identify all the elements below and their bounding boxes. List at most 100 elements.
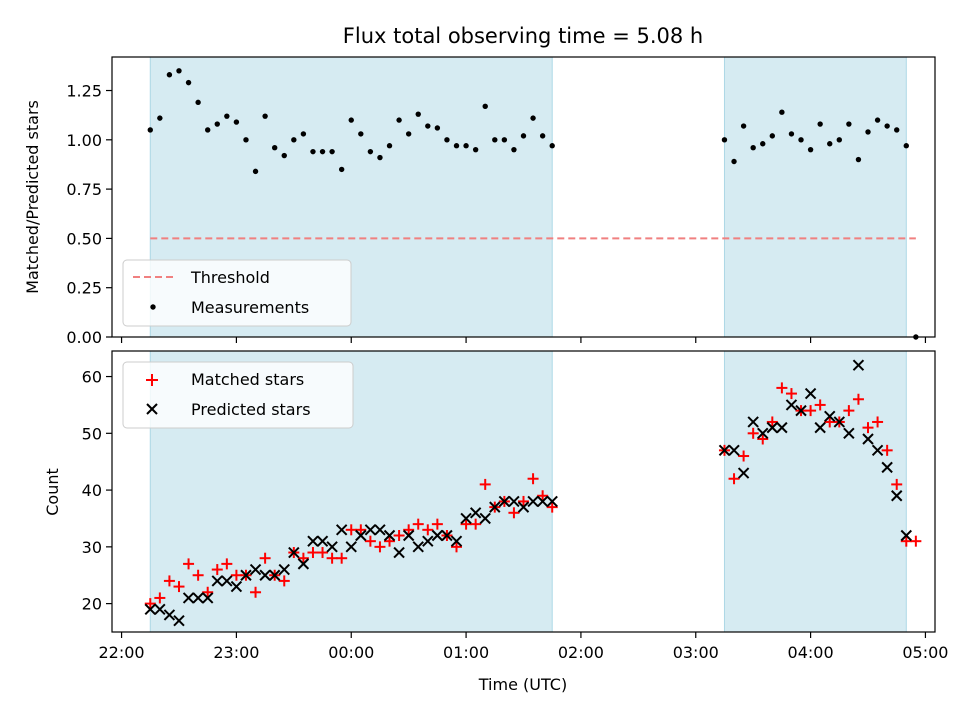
top-y-tick-label: 1.25	[66, 82, 102, 101]
matched-star-point	[326, 552, 338, 564]
bottom-y-ticks: 20 30 40 50 60	[82, 368, 112, 614]
measurement-point	[214, 121, 220, 127]
measurement-point	[492, 137, 498, 143]
measurement-point	[338, 166, 345, 173]
matched-star-point	[747, 427, 759, 439]
top-y-tick-label: 0.25	[66, 279, 102, 298]
legend-threshold-label: Threshold	[190, 268, 270, 287]
predicted-star-point	[536, 495, 549, 508]
matched-star-point	[508, 507, 520, 519]
matched-star-point	[183, 558, 195, 570]
matched-star-point	[230, 569, 242, 581]
predicted-star-point	[881, 461, 893, 474]
measurement-point	[195, 99, 201, 106]
matched-star-point	[403, 524, 415, 536]
top-y-tick-label: 0.00	[66, 328, 102, 347]
predicted-star-point	[843, 427, 855, 440]
matched-star-point	[192, 569, 204, 581]
matched-star-point	[537, 490, 549, 502]
predicted-star-point	[268, 569, 281, 581]
matched-star-point	[479, 478, 491, 490]
predicted-star-point	[182, 592, 195, 604]
top-axes-frame	[111, 56, 936, 338]
matched-star-point	[527, 473, 539, 485]
measurement-point	[807, 146, 814, 153]
matched-star-point	[355, 524, 367, 536]
measurement-point	[865, 129, 871, 135]
bottom-x-tick-label: 22:00	[99, 643, 145, 662]
measurement-point	[444, 137, 450, 143]
matched-star-point	[211, 564, 223, 576]
measurement-point	[520, 133, 527, 139]
matched-star-point	[412, 518, 424, 530]
bottom-shaded-region-1	[723, 350, 907, 633]
matched-star-point	[259, 552, 271, 564]
predicted-star-point	[795, 404, 807, 417]
predicted-star-point	[307, 535, 319, 547]
bottom-y-axis-label: Count	[43, 468, 62, 516]
matched-star-point	[393, 529, 405, 541]
measurement-point	[243, 137, 249, 143]
top-panel: 0.00 0.25 0.50 0.75 1.00 1.25 Matched/Predict…	[23, 56, 936, 347]
measurement-point	[415, 111, 421, 117]
measurement-point	[377, 154, 383, 161]
top-y-tick-label: 0.75	[66, 180, 102, 199]
matched-star-point	[805, 405, 817, 417]
matched-star-point	[757, 433, 769, 445]
measurement-point	[310, 148, 316, 155]
bottom-y-tick-label: 40	[82, 481, 102, 500]
bottom-y-tick-label: 50	[82, 424, 102, 443]
matched-star-point	[336, 552, 348, 564]
measurement-point	[511, 146, 517, 153]
predicted-star-point	[374, 524, 386, 536]
measurement-point	[721, 137, 728, 143]
measurement-point	[817, 121, 823, 127]
bottom-x-tick-label: 01:00	[443, 643, 489, 662]
matched-star-point	[173, 581, 185, 593]
measurement-point	[453, 143, 460, 149]
predicted-star-point	[441, 529, 453, 542]
measurement-point	[788, 131, 795, 137]
predicted-star-point	[900, 529, 912, 542]
measurement-point	[472, 146, 479, 153]
matched-star-point	[881, 444, 893, 456]
measurement-point	[539, 133, 546, 139]
measurement-point	[779, 109, 785, 115]
matched-star-point	[891, 478, 903, 490]
measurement-point	[731, 158, 737, 165]
measurement-point	[740, 123, 747, 129]
matched-star-point	[250, 586, 262, 598]
predicted-star-point	[288, 546, 300, 559]
bottom-x-tick-label: 23:00	[213, 643, 259, 662]
matched-star-point	[900, 535, 912, 547]
predicted-star-point	[163, 609, 176, 621]
predicted-star-point	[824, 410, 836, 422]
predicted-star-point	[393, 546, 405, 559]
predicted-star-point	[326, 541, 338, 553]
matched-star-point	[766, 416, 778, 428]
predicted-star-point	[154, 603, 166, 616]
predicted-star-point	[355, 529, 367, 542]
matched-star-point	[862, 422, 874, 434]
matched-star-point	[852, 393, 864, 405]
predicted-star-point	[728, 444, 740, 457]
predicted-star-point	[383, 529, 396, 542]
matched-star-point	[451, 541, 463, 553]
matched-star-point	[460, 518, 472, 530]
top-shaded-region-1	[723, 56, 907, 338]
measurement-point	[252, 168, 259, 175]
bottom-panel: 20 30 40 50 60 22:00 23:00 00:00 01:00 02:00 03:0…	[43, 350, 948, 694]
predicted-star-point	[469, 507, 482, 519]
matched-star-point	[785, 388, 797, 400]
measurement-point	[157, 115, 163, 121]
predicted-star-point	[402, 529, 415, 542]
top-y-axis-label: Matched/Predicted stars	[23, 100, 42, 294]
measurement-point	[367, 148, 374, 155]
matched-star-point	[814, 399, 826, 411]
legend-matched-swatch	[146, 374, 158, 386]
measurement-point	[434, 125, 441, 131]
measurement-point	[396, 117, 402, 123]
measurement-point	[271, 145, 278, 151]
predicted-star-point	[508, 495, 520, 508]
matched-star-point	[824, 416, 836, 428]
